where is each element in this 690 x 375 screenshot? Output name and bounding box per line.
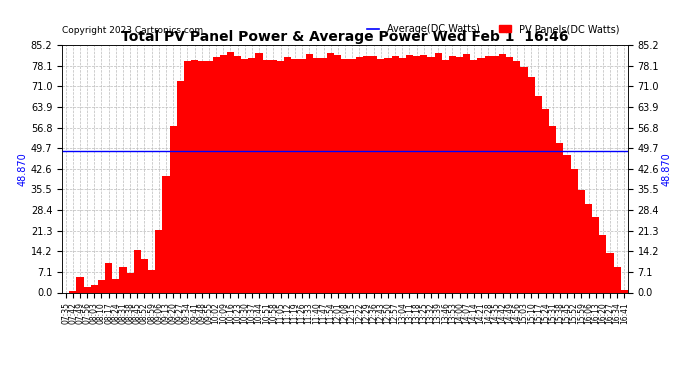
Y-axis label: 48.870: 48.870 bbox=[662, 152, 672, 186]
Bar bbox=[255, 53, 263, 292]
Bar bbox=[206, 61, 213, 292]
Bar bbox=[599, 235, 607, 292]
Bar bbox=[528, 77, 535, 292]
Bar bbox=[126, 273, 134, 292]
Bar bbox=[320, 58, 327, 292]
Bar bbox=[83, 287, 91, 292]
Bar bbox=[105, 263, 112, 292]
Bar bbox=[342, 58, 348, 292]
Bar bbox=[571, 169, 578, 292]
Bar bbox=[613, 267, 621, 292]
Bar bbox=[520, 68, 528, 292]
Bar bbox=[177, 81, 184, 292]
Bar bbox=[607, 253, 613, 292]
Legend: Average(DC Watts), PV Panels(DC Watts): Average(DC Watts), PV Panels(DC Watts) bbox=[364, 20, 623, 38]
Bar bbox=[119, 267, 126, 292]
Bar bbox=[463, 54, 471, 292]
Bar bbox=[234, 56, 241, 292]
Bar bbox=[384, 58, 391, 292]
Bar bbox=[513, 61, 520, 292]
Bar bbox=[112, 279, 119, 292]
Bar bbox=[499, 54, 506, 292]
Bar bbox=[162, 176, 170, 292]
Bar bbox=[542, 109, 549, 292]
Bar bbox=[69, 291, 77, 292]
Bar bbox=[578, 190, 585, 292]
Bar bbox=[420, 55, 427, 292]
Bar bbox=[549, 126, 556, 292]
Bar bbox=[484, 56, 492, 292]
Bar bbox=[248, 58, 255, 292]
Bar bbox=[98, 280, 105, 292]
Bar bbox=[585, 204, 592, 292]
Bar bbox=[435, 53, 442, 292]
Bar bbox=[377, 59, 384, 292]
Bar bbox=[406, 55, 413, 292]
Bar bbox=[299, 59, 306, 292]
Text: Copyright 2023 Cartronics.com: Copyright 2023 Cartronics.com bbox=[62, 26, 204, 35]
Bar bbox=[227, 52, 234, 292]
Bar bbox=[477, 58, 484, 292]
Bar bbox=[219, 56, 227, 292]
Bar bbox=[442, 60, 449, 292]
Bar bbox=[334, 55, 342, 292]
Bar bbox=[348, 59, 356, 292]
Bar bbox=[506, 57, 513, 292]
Bar bbox=[621, 290, 628, 292]
Bar bbox=[91, 285, 98, 292]
Bar bbox=[356, 57, 363, 292]
Bar bbox=[492, 56, 499, 292]
Bar bbox=[391, 56, 399, 292]
Bar bbox=[370, 56, 377, 292]
Bar bbox=[284, 57, 291, 292]
Bar bbox=[306, 54, 313, 292]
Bar bbox=[413, 56, 420, 292]
Title: Total PV Panel Power & Average Power Wed Feb 1  16:46: Total PV Panel Power & Average Power Wed… bbox=[121, 30, 569, 44]
Bar bbox=[241, 59, 248, 292]
Bar bbox=[449, 56, 456, 292]
Bar bbox=[556, 142, 564, 292]
Bar bbox=[399, 58, 406, 292]
Bar bbox=[77, 278, 83, 292]
Y-axis label: 48.870: 48.870 bbox=[18, 152, 28, 186]
Bar bbox=[291, 59, 299, 292]
Bar bbox=[263, 60, 270, 292]
Bar bbox=[456, 57, 463, 292]
Bar bbox=[327, 53, 334, 292]
Bar bbox=[134, 250, 141, 292]
Bar bbox=[148, 270, 155, 292]
Bar bbox=[198, 61, 206, 292]
Bar bbox=[141, 260, 148, 292]
Bar bbox=[213, 57, 219, 292]
Bar bbox=[277, 61, 284, 292]
Bar bbox=[270, 60, 277, 292]
Bar bbox=[535, 96, 542, 292]
Bar bbox=[170, 126, 177, 292]
Bar bbox=[191, 60, 198, 292]
Bar bbox=[184, 61, 191, 292]
Bar bbox=[427, 57, 435, 292]
Bar bbox=[155, 230, 162, 292]
Bar bbox=[564, 155, 571, 292]
Bar bbox=[363, 56, 370, 292]
Bar bbox=[313, 58, 320, 292]
Bar bbox=[471, 60, 477, 292]
Bar bbox=[592, 217, 599, 292]
